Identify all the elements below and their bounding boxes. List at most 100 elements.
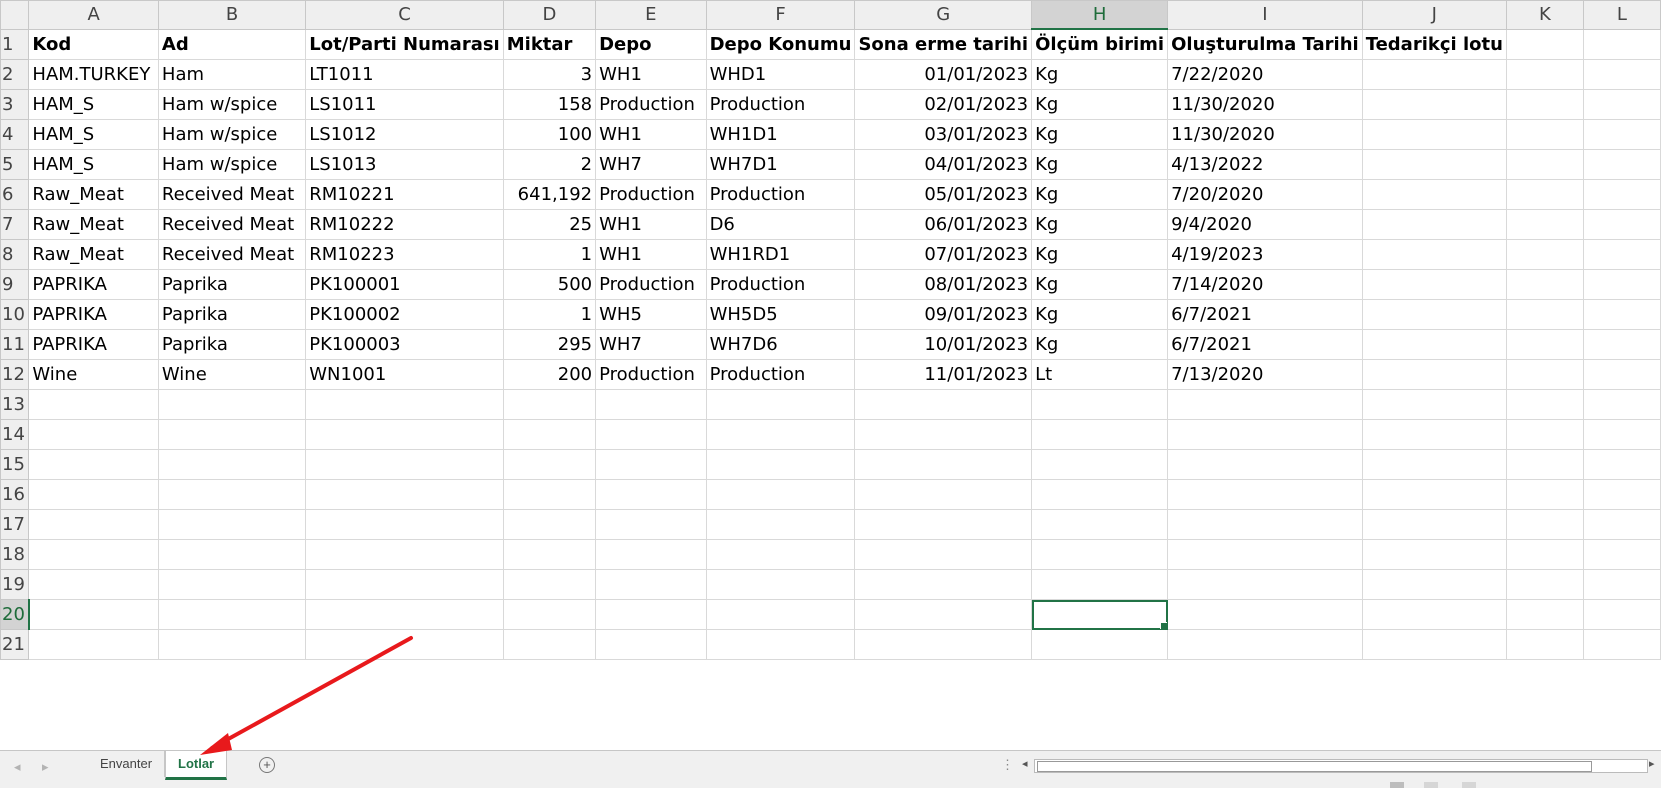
row-header[interactable]: 14 xyxy=(0,419,30,450)
cell-a3[interactable]: HAM_S xyxy=(28,89,159,120)
cell-i12[interactable]: 7/13/2020 xyxy=(1167,359,1363,390)
vertical-dots-icon[interactable]: ⋮ xyxy=(1001,757,1014,772)
cell-h16[interactable] xyxy=(1031,479,1169,510)
sheet-tab-envanter[interactable]: Envanter xyxy=(88,751,166,777)
cell-h9[interactable]: Kg xyxy=(1031,269,1169,300)
cell-g6[interactable]: 05/01/2023 xyxy=(854,179,1033,210)
cell-g9[interactable]: 08/01/2023 xyxy=(854,269,1033,300)
cell-d1[interactable]: Miktar xyxy=(502,28,597,60)
cell-i9[interactable]: 7/14/2020 xyxy=(1167,269,1363,300)
cell-a12[interactable]: Wine xyxy=(28,359,159,390)
cell-f9[interactable]: Production xyxy=(705,269,856,300)
cell-d21[interactable] xyxy=(502,629,597,660)
cell-k19[interactable] xyxy=(1505,569,1584,600)
cell-j11[interactable] xyxy=(1361,329,1507,360)
row-header[interactable]: 2 xyxy=(0,59,30,90)
cell-j20[interactable] xyxy=(1361,599,1507,630)
cell-d6[interactable]: 641,192 xyxy=(502,179,597,210)
cell-l4[interactable] xyxy=(1582,119,1661,150)
cell-i10[interactable]: 6/7/2021 xyxy=(1167,299,1363,330)
cell-g13[interactable] xyxy=(854,389,1033,420)
cell-a16[interactable] xyxy=(28,479,159,510)
cell-d9[interactable]: 500 xyxy=(502,269,597,300)
cell-g17[interactable] xyxy=(854,509,1033,540)
cell-l17[interactable] xyxy=(1582,509,1661,540)
cell-e4[interactable]: WH1 xyxy=(595,119,707,150)
cell-b11[interactable]: Paprika xyxy=(157,329,307,360)
column-header-f[interactable]: F xyxy=(705,0,856,30)
cell-e18[interactable] xyxy=(595,539,707,570)
column-header-g[interactable]: G xyxy=(854,0,1033,30)
cell-l20[interactable] xyxy=(1582,599,1661,630)
column-header-d[interactable]: D xyxy=(502,0,597,30)
row-header[interactable]: 18 xyxy=(0,539,30,570)
cell-j13[interactable] xyxy=(1361,389,1507,420)
cell-f13[interactable] xyxy=(705,389,856,420)
cell-f5[interactable]: WH7D1 xyxy=(705,149,856,180)
row-header[interactable]: 20 xyxy=(0,599,30,630)
sheet-tab-lotlar[interactable]: Lotlar xyxy=(165,751,228,780)
cell-k7[interactable] xyxy=(1505,209,1584,240)
cell-l16[interactable] xyxy=(1582,479,1661,510)
cell-b4[interactable]: Ham w/spice xyxy=(157,119,307,150)
cell-e6[interactable]: Production xyxy=(595,179,707,210)
row-header[interactable]: 15 xyxy=(0,449,30,480)
cell-g20[interactable] xyxy=(854,599,1033,630)
cell-b20[interactable] xyxy=(157,599,307,630)
cell-g12[interactable]: 11/01/2023 xyxy=(854,359,1033,390)
cell-c16[interactable] xyxy=(305,479,504,510)
select-all-corner[interactable] xyxy=(0,0,30,30)
cell-j4[interactable] xyxy=(1361,119,1507,150)
cell-k14[interactable] xyxy=(1505,419,1584,450)
cell-g3[interactable]: 02/01/2023 xyxy=(854,89,1033,120)
cell-e19[interactable] xyxy=(595,569,707,600)
cell-f17[interactable] xyxy=(705,509,856,540)
cell-g1[interactable]: Sona erme tarihi xyxy=(854,28,1033,60)
cell-a1[interactable]: Kod xyxy=(28,28,159,60)
cell-b6[interactable]: Received Meat xyxy=(157,179,307,210)
column-header-a[interactable]: A xyxy=(28,0,159,30)
cell-d20[interactable] xyxy=(502,599,597,630)
cell-k13[interactable] xyxy=(1505,389,1584,420)
row-header[interactable]: 16 xyxy=(0,479,30,510)
cell-b18[interactable] xyxy=(157,539,307,570)
cell-f4[interactable]: WH1D1 xyxy=(705,119,856,150)
cell-i14[interactable] xyxy=(1167,419,1363,450)
cell-l14[interactable] xyxy=(1582,419,1661,450)
cell-b2[interactable]: Ham xyxy=(157,59,307,90)
cell-l3[interactable] xyxy=(1582,89,1661,120)
cell-j7[interactable] xyxy=(1361,209,1507,240)
plus-circle-icon[interactable]: + xyxy=(259,757,275,773)
cell-k4[interactable] xyxy=(1505,119,1584,150)
cell-c5[interactable]: LS1013 xyxy=(305,149,504,180)
cell-a19[interactable] xyxy=(28,569,159,600)
cell-d12[interactable]: 200 xyxy=(502,359,597,390)
cell-f21[interactable] xyxy=(705,629,856,660)
cell-e7[interactable]: WH1 xyxy=(595,209,707,240)
cell-k11[interactable] xyxy=(1505,329,1584,360)
cell-d16[interactable] xyxy=(502,479,597,510)
selected-cell[interactable] xyxy=(1031,599,1169,630)
cell-b1[interactable]: Ad xyxy=(157,28,307,60)
cell-l10[interactable] xyxy=(1582,299,1661,330)
cell-c19[interactable] xyxy=(305,569,504,600)
column-header-e[interactable]: E xyxy=(595,0,707,30)
cell-h1[interactable]: Ölçüm birimi xyxy=(1031,28,1169,60)
cell-e9[interactable]: Production xyxy=(595,269,707,300)
cell-a14[interactable] xyxy=(28,419,159,450)
column-header-h[interactable]: H xyxy=(1031,0,1169,30)
scrollbar-thumb[interactable] xyxy=(1037,761,1592,772)
column-header-b[interactable]: B xyxy=(157,0,307,30)
cell-b9[interactable]: Paprika xyxy=(157,269,307,300)
cell-e21[interactable] xyxy=(595,629,707,660)
cell-h21[interactable] xyxy=(1031,629,1169,660)
cell-a7[interactable]: Raw_Meat xyxy=(28,209,159,240)
cell-f18[interactable] xyxy=(705,539,856,570)
row-header[interactable]: 13 xyxy=(0,389,30,420)
normal-view-icon[interactable] xyxy=(1390,782,1404,788)
cell-e1[interactable]: Depo xyxy=(595,28,707,60)
cell-f7[interactable]: D6 xyxy=(705,209,856,240)
cell-f20[interactable] xyxy=(705,599,856,630)
cell-a18[interactable] xyxy=(28,539,159,570)
page-layout-view-icon[interactable] xyxy=(1424,782,1438,788)
